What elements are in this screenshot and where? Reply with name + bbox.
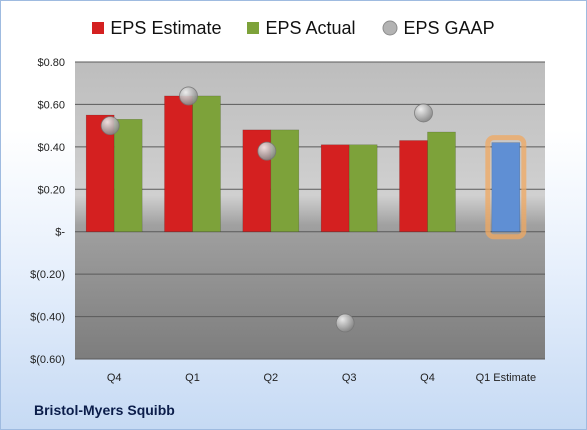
x-tick-label: Q1 xyxy=(185,372,200,384)
eps-gaap-point xyxy=(335,313,355,333)
estimate-highlight xyxy=(485,135,527,240)
eps-estimate-bar xyxy=(320,144,350,232)
eps-gaap-point xyxy=(257,141,277,161)
y-tick-label: $- xyxy=(55,227,65,239)
eps-actual-bar xyxy=(427,131,456,232)
eps-estimate-bar xyxy=(399,140,428,232)
eps-gaap-point xyxy=(179,86,198,106)
eps-estimate-bar xyxy=(164,95,193,232)
y-tick-label: $0.20 xyxy=(37,184,65,196)
eps-gaap-point xyxy=(100,116,120,136)
eps-actual-bar xyxy=(348,144,378,232)
y-tick-label: $(0.20) xyxy=(30,269,65,281)
x-tick-label: Q3 xyxy=(342,372,357,384)
y-tick-label: $0.80 xyxy=(37,57,65,69)
eps-actual-bar xyxy=(270,129,300,232)
estimate-bar xyxy=(491,142,521,232)
legend-item-eps-estimate: EPS Estimate xyxy=(92,18,221,39)
x-tick-label: Q1 Estimate xyxy=(476,372,537,384)
chart-legend: EPS Estimate EPS Actual EPS GAAP xyxy=(0,12,587,44)
y-tick-label: $0.60 xyxy=(37,99,65,111)
eps-actual-bar xyxy=(113,119,143,232)
legend-label-eps-actual: EPS Actual xyxy=(265,17,356,38)
legend-swatch-eps-estimate xyxy=(92,22,105,34)
eps-gaap-point xyxy=(414,103,433,123)
y-tick-label: $(0.60) xyxy=(30,354,65,366)
y-tick-label: $0.40 xyxy=(37,142,65,154)
plot-area xyxy=(75,62,545,359)
x-tick-label: Q4 xyxy=(420,372,435,384)
company-name: Bristol-Myers Squibb xyxy=(34,402,175,418)
legend-item-eps-gaap: EPS GAAP xyxy=(382,18,495,39)
legend-swatch-eps-gaap xyxy=(382,20,398,36)
x-tick-label: Q2 xyxy=(263,372,278,384)
legend-label-eps-estimate: EPS Estimate xyxy=(110,17,222,38)
legend-label-eps-gaap: EPS GAAP xyxy=(403,17,495,38)
legend-item-eps-actual: EPS Actual xyxy=(247,17,356,39)
eps-actual-bar xyxy=(192,95,221,232)
y-tick-label: $(0.40) xyxy=(30,312,65,324)
x-tick-label: Q4 xyxy=(107,372,122,384)
legend-swatch-eps-actual xyxy=(247,22,260,34)
